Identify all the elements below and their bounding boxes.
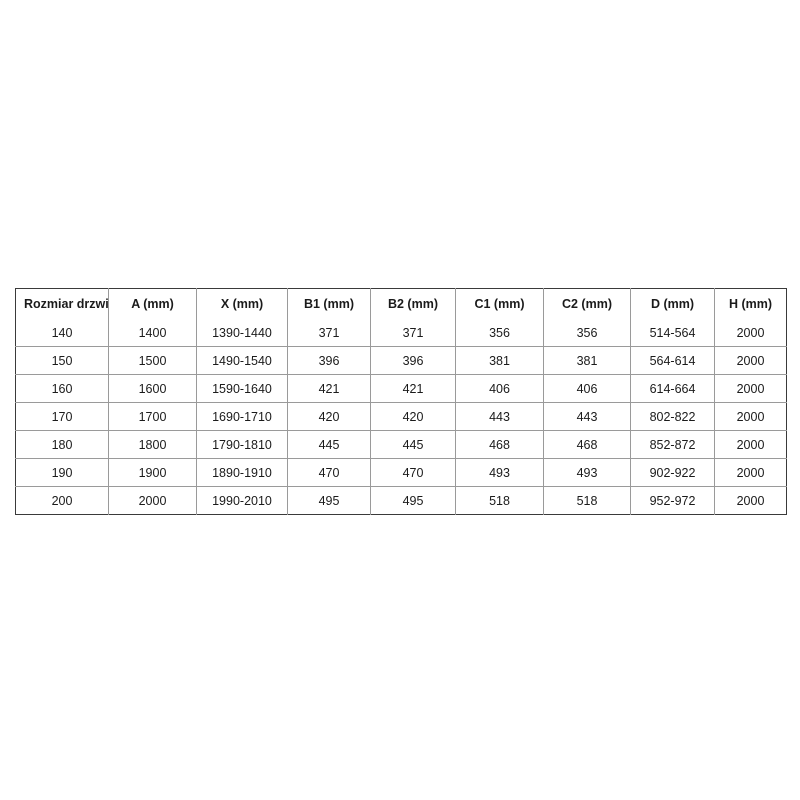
table-row: 150 1500 1490-1540 396 396 381 381 564-614 2000 bbox=[15, 346, 787, 375]
table-cell: 902-922 bbox=[630, 458, 715, 487]
table-cell: 170 bbox=[15, 402, 109, 431]
table-body: 140 1400 1390-1440 371 371 356 356 514-564 2000 1… bbox=[15, 319, 787, 515]
column-header-a-mm: A (mm) bbox=[108, 288, 197, 319]
table-cell: 421 bbox=[287, 374, 371, 403]
table-cell: 514-564 bbox=[630, 319, 715, 347]
column-header-h-mm: H (mm) bbox=[728, 297, 773, 311]
table-cell: 2000 bbox=[714, 319, 787, 347]
table-cell: 1990-2010 bbox=[196, 486, 288, 515]
table-cell: 381 bbox=[455, 346, 544, 375]
table-cell: 406 bbox=[543, 374, 631, 403]
table-cell: 470 bbox=[370, 458, 456, 487]
table-cell: 356 bbox=[543, 319, 631, 347]
table-cell: 1390-1440 bbox=[196, 319, 288, 347]
table-cell: 443 bbox=[455, 402, 544, 431]
table-cell: 1600 bbox=[108, 374, 197, 403]
table-row: 160 1600 1590-1640 421 421 406 406 614-664 2000 bbox=[15, 374, 787, 403]
table-cell: 200 bbox=[15, 486, 109, 515]
table-cell: 445 bbox=[370, 430, 456, 459]
table-cell: 1590-1640 bbox=[196, 374, 288, 403]
table-cell: 421 bbox=[370, 374, 456, 403]
table-cell: 802-822 bbox=[630, 402, 715, 431]
table-cell: 2000 bbox=[714, 458, 787, 487]
table-header-row: Rozmiar drzwi A (mm) X (mm) B1 (mm) B2 (mm) C… bbox=[15, 288, 787, 319]
table-row: 200 2000 1990-2010 495 495 518 518 952-972 2000 bbox=[15, 486, 787, 515]
table-cell: 852-872 bbox=[630, 430, 715, 459]
table-cell: 518 bbox=[543, 486, 631, 515]
table-cell: 2000 bbox=[714, 430, 787, 459]
table-cell: 420 bbox=[287, 402, 371, 431]
table-cell: 381 bbox=[543, 346, 631, 375]
table-cell: 495 bbox=[370, 486, 456, 515]
table-row: 140 1400 1390-1440 371 371 356 356 514-564 2000 bbox=[15, 319, 787, 347]
table-cell: 495 bbox=[287, 486, 371, 515]
table-cell: 1790-1810 bbox=[196, 430, 288, 459]
table-cell: 2000 bbox=[714, 374, 787, 403]
table-cell: 468 bbox=[543, 430, 631, 459]
table-cell: 952-972 bbox=[630, 486, 715, 515]
table-cell: 140 bbox=[15, 319, 109, 347]
table-row: 180 1800 1790-1810 445 445 468 468 852-872 2000 bbox=[15, 430, 787, 459]
table-cell: 371 bbox=[370, 319, 456, 347]
table-cell: 160 bbox=[15, 374, 109, 403]
table-cell: 470 bbox=[287, 458, 371, 487]
table-cell: 1400 bbox=[108, 319, 197, 347]
table-cell: 190 bbox=[15, 458, 109, 487]
table-cell: 468 bbox=[455, 430, 544, 459]
column-header-rozmiar-drzwi: Rozmiar drzwi bbox=[15, 288, 109, 319]
column-header-c1-mm: C1 (mm) bbox=[455, 288, 544, 319]
column-header-b2-mm: B2 (mm) bbox=[370, 288, 456, 319]
table-cell: 443 bbox=[543, 402, 631, 431]
table-cell: 1700 bbox=[108, 402, 197, 431]
table-cell: 1500 bbox=[108, 346, 197, 375]
table-cell: 1890-1910 bbox=[196, 458, 288, 487]
table-cell: 150 bbox=[15, 346, 109, 375]
table-cell: 2000 bbox=[714, 346, 787, 375]
table-cell: 1900 bbox=[108, 458, 197, 487]
table-cell: 371 bbox=[287, 319, 371, 347]
table-row: 170 1700 1690-1710 420 420 443 443 802-822 2000 bbox=[15, 402, 787, 431]
table-cell: 356 bbox=[455, 319, 544, 347]
table-cell: 420 bbox=[370, 402, 456, 431]
column-header-c2-mm: C2 (mm) bbox=[543, 288, 631, 319]
column-header-d-mm: D (mm) bbox=[630, 288, 715, 319]
table-cell: 564-614 bbox=[630, 346, 715, 375]
table-cell: 614-664 bbox=[630, 374, 715, 403]
specification-table-container: Rozmiar drzwi A (mm) X (mm) B1 (mm) B2 (mm) C… bbox=[15, 288, 787, 515]
table-cell: 1800 bbox=[108, 430, 197, 459]
table-cell: 1490-1540 bbox=[196, 346, 288, 375]
table-cell: 493 bbox=[543, 458, 631, 487]
table-cell: 493 bbox=[455, 458, 544, 487]
table-cell: 2000 bbox=[736, 493, 765, 508]
table-cell: 518 bbox=[455, 486, 544, 515]
table-cell: 445 bbox=[287, 430, 371, 459]
table-cell: 396 bbox=[370, 346, 456, 375]
table-cell: 2000 bbox=[714, 402, 787, 431]
table-cell: 1690-1710 bbox=[196, 402, 288, 431]
table-cell: 180 bbox=[15, 430, 109, 459]
door-size-specification-table: Rozmiar drzwi A (mm) X (mm) B1 (mm) B2 (mm) C… bbox=[15, 288, 787, 515]
table-row: 190 1900 1890-1910 470 470 493 493 902-922 2000 bbox=[15, 458, 787, 487]
table-cell: 396 bbox=[287, 346, 371, 375]
table-header: Rozmiar drzwi A (mm) X (mm) B1 (mm) B2 (mm) C… bbox=[15, 288, 787, 319]
column-header-b1-mm: B1 (mm) bbox=[287, 288, 371, 319]
table-cell: 406 bbox=[455, 374, 544, 403]
table-cell: 2000 bbox=[108, 486, 197, 515]
column-header-x-mm: X (mm) bbox=[196, 288, 288, 319]
